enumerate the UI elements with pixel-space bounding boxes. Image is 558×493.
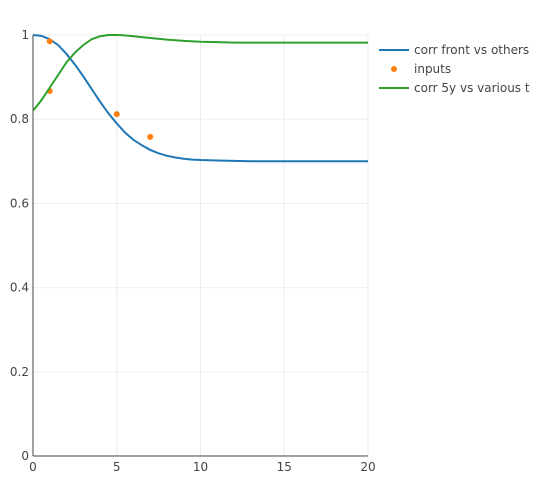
y-tick-label: 0.2	[10, 365, 29, 379]
y-tick-label: 0.8	[10, 112, 29, 126]
x-tick-label: 10	[193, 460, 208, 474]
legend-label: inputs	[414, 62, 451, 76]
grid	[33, 34, 369, 456]
legend-item[interactable]: corr front vs others	[379, 43, 529, 57]
data-point-inputs[interactable]	[46, 38, 53, 45]
x-tick-label: 5	[113, 460, 121, 474]
data-point-inputs[interactable]	[147, 133, 154, 140]
x-tick-label: 15	[277, 460, 292, 474]
legend-label: corr 5y vs various t	[414, 81, 530, 95]
x-tick-label: 0	[29, 460, 37, 474]
x-tick-label: 20	[360, 460, 375, 474]
y-tick-label: 1	[21, 28, 29, 42]
legend-marker-swatch	[391, 66, 397, 72]
legend-label: corr front vs others	[414, 43, 529, 57]
y-tick-label: 0.4	[10, 281, 29, 295]
series-line-corr-5y-vs-various-t[interactable]	[33, 34, 368, 112]
y-tick-label: 0	[21, 449, 29, 463]
data-point-inputs[interactable]	[113, 111, 120, 118]
axes: 0 5 10 15 20 0 0.2 0.4 0.6 0.8 1	[10, 28, 376, 474]
legend-item[interactable]: corr 5y vs various t	[379, 81, 530, 95]
y-tick-label: 0.6	[10, 196, 29, 210]
legend[interactable]: corr front vs others inputs corr 5y vs var…	[379, 43, 530, 95]
legend-item[interactable]: inputs	[391, 62, 451, 76]
plot-area	[33, 34, 368, 163]
series-line-corr-front-vs-others[interactable]	[33, 34, 368, 163]
